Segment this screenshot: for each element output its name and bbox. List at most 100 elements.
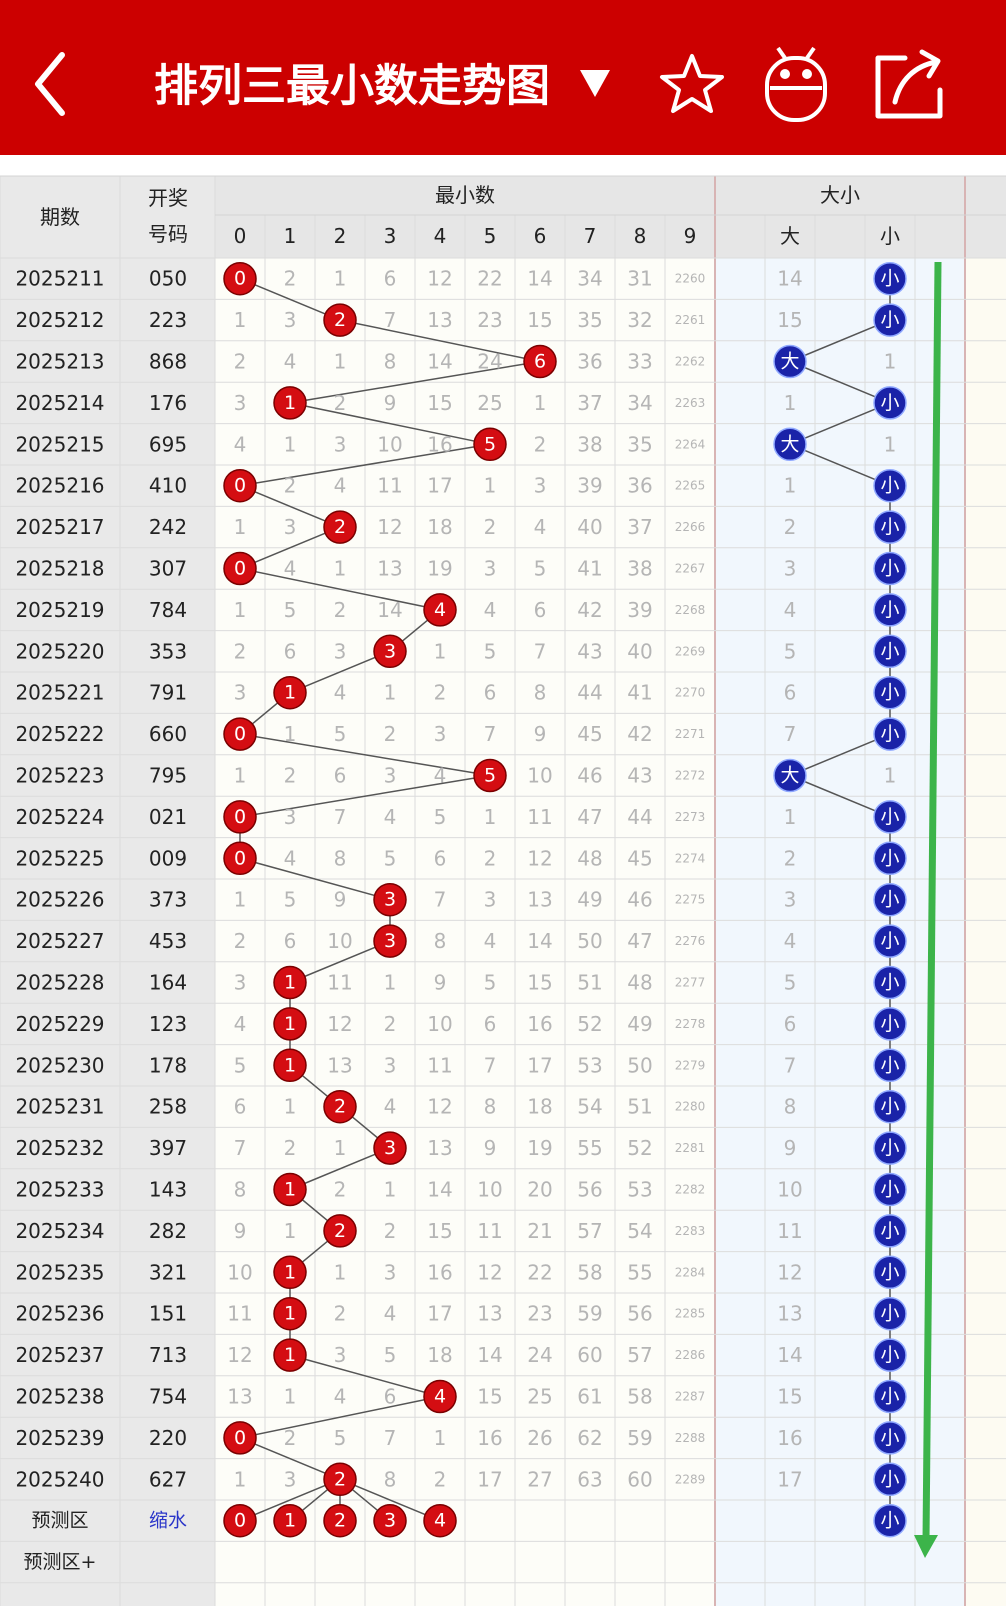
omission: 13 xyxy=(477,1302,502,1326)
omission: 5 xyxy=(784,971,797,995)
hit-ball-text: 0 xyxy=(234,847,246,869)
size-ball xyxy=(873,1296,907,1331)
omission: 25 xyxy=(477,391,502,415)
omission: 6 xyxy=(384,267,397,291)
draw-number: 164 xyxy=(149,971,187,995)
star-button[interactable] xyxy=(660,54,724,113)
hit-ball-text: 3 xyxy=(384,640,396,662)
omission: 6 xyxy=(784,1012,797,1036)
omission: 24 xyxy=(477,350,502,374)
period: 2025215 xyxy=(15,432,104,456)
omission: 7 xyxy=(434,888,447,912)
size-ball xyxy=(873,882,907,917)
omission: 2263 xyxy=(675,396,706,410)
back-button[interactable] xyxy=(35,52,65,116)
omission: 1 xyxy=(884,350,897,374)
omission: 7 xyxy=(384,308,397,332)
draw-number: 123 xyxy=(149,1012,187,1036)
omission: 7 xyxy=(534,639,547,663)
omission: 6 xyxy=(534,598,547,622)
omission: 3 xyxy=(384,764,397,788)
hit-ball xyxy=(223,261,257,296)
robot-button[interactable] xyxy=(765,46,827,122)
prediction-ball-text: 0 xyxy=(234,1510,246,1532)
digit-header: 5 xyxy=(484,224,497,248)
size-ball xyxy=(873,634,907,669)
hit-ball-text: 6 xyxy=(534,351,546,373)
size-ball xyxy=(873,261,907,296)
period: 2025230 xyxy=(15,1053,104,1077)
hit-ball-text: 0 xyxy=(234,558,246,580)
connector xyxy=(289,402,491,446)
hit-ball-text: 1 xyxy=(284,1179,296,1201)
omission: 6 xyxy=(284,929,297,953)
omission: 14 xyxy=(477,1343,502,1367)
period: 2025217 xyxy=(15,515,104,539)
omission: 5 xyxy=(784,639,797,663)
omission: 2 xyxy=(484,515,497,539)
omission: 1 xyxy=(484,805,497,829)
omission: 1 xyxy=(284,722,297,746)
period: 2025214 xyxy=(15,391,104,415)
draw-number: 321 xyxy=(149,1260,187,1284)
prediction-ball-text: 4 xyxy=(434,1510,446,1532)
draw-number: 627 xyxy=(149,1467,187,1491)
period: 2025216 xyxy=(15,474,104,498)
omission: 19 xyxy=(427,557,452,581)
hit-ball xyxy=(273,1048,307,1083)
omission: 4 xyxy=(284,557,297,581)
omission: 3 xyxy=(284,515,297,539)
omission: 13 xyxy=(327,1053,352,1077)
size-ball-text: 小 xyxy=(880,1054,899,1076)
size-ball xyxy=(873,386,907,420)
omission: 7 xyxy=(234,1136,247,1160)
omission: 8 xyxy=(784,1095,797,1119)
omission: 12 xyxy=(777,1260,802,1284)
title[interactable]: 排列三最小数走势图 xyxy=(154,61,550,112)
omission: 2274 xyxy=(675,851,706,865)
omission: 5 xyxy=(234,1053,247,1077)
omission: 39 xyxy=(627,598,652,622)
omission: 50 xyxy=(577,929,602,953)
omission: 1 xyxy=(284,1385,297,1409)
size-ball xyxy=(873,800,907,834)
digit-header: 7 xyxy=(584,224,597,248)
draw-number: 307 xyxy=(149,557,187,581)
draw-number: 176 xyxy=(149,391,187,415)
omission: 6 xyxy=(484,1012,497,1036)
share-button[interactable] xyxy=(875,49,943,119)
omission: 49 xyxy=(627,1012,652,1036)
omission: 2 xyxy=(334,598,347,622)
size-ball-text: 小 xyxy=(880,268,899,290)
omission: 37 xyxy=(577,391,602,415)
omission: 58 xyxy=(577,1260,602,1284)
hit-ball-text: 0 xyxy=(234,723,246,745)
size-ball xyxy=(873,965,907,1000)
omission: 21 xyxy=(527,1219,552,1243)
prediction-ball xyxy=(323,1503,357,1538)
connector xyxy=(239,733,491,777)
size-ball xyxy=(873,303,907,337)
omission: 2268 xyxy=(675,603,706,617)
omission: 1 xyxy=(334,557,347,581)
omission: 14 xyxy=(527,929,552,953)
omission: 7 xyxy=(784,1053,797,1077)
prediction-tag: 缩水 xyxy=(149,1510,187,1532)
omission: 59 xyxy=(577,1302,602,1326)
hit-ball-text: 3 xyxy=(384,1137,396,1159)
omission: 40 xyxy=(577,515,602,539)
omission: 5 xyxy=(284,598,297,622)
omission: 26 xyxy=(527,1426,552,1450)
digit-header: 1 xyxy=(284,224,297,248)
hit-ball-text: 2 xyxy=(334,1468,346,1490)
period: 2025240 xyxy=(15,1467,104,1491)
omission: 54 xyxy=(577,1095,602,1119)
hit-ball xyxy=(223,800,257,834)
period: 2025234 xyxy=(15,1219,104,1243)
dropdown-icon[interactable] xyxy=(580,70,610,97)
trend-table: 期数开奖号码最小数 大小0 1 2 3 4 5 6 7 8 9 大小2025211 050 0 2 1 6 12 2… xyxy=(0,175,1006,1606)
omission: 3 xyxy=(234,391,247,415)
period: 2025222 xyxy=(15,722,104,746)
omission: 15 xyxy=(427,1219,452,1243)
size-ball-text: 小 xyxy=(880,889,899,911)
